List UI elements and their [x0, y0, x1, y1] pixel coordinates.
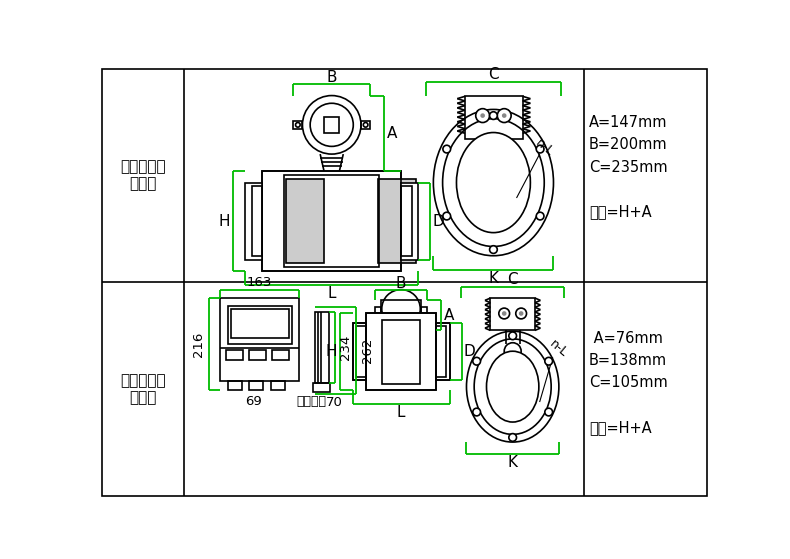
Text: n-L: n-L [533, 137, 557, 159]
Text: 234: 234 [339, 335, 352, 360]
Bar [250, 381, 263, 391]
Bar [285, 179, 324, 263]
Circle shape [476, 108, 490, 122]
Text: H: H [218, 214, 230, 229]
Circle shape [516, 308, 527, 319]
Bar [228, 381, 242, 391]
Bar [228, 306, 292, 344]
Bar [352, 323, 367, 381]
Bar [352, 323, 367, 381]
Bar [262, 171, 401, 271]
Bar [324, 117, 340, 132]
Ellipse shape [466, 331, 559, 442]
Bar [284, 175, 379, 267]
Circle shape [483, 149, 504, 170]
Circle shape [509, 434, 517, 441]
Text: A: A [386, 126, 397, 141]
Ellipse shape [457, 132, 530, 233]
Bar [435, 323, 450, 381]
Text: K: K [508, 454, 517, 470]
Circle shape [502, 311, 506, 316]
Text: 分体表头: 分体表头 [296, 395, 326, 408]
Circle shape [473, 408, 480, 416]
Text: 262: 262 [361, 338, 374, 363]
Circle shape [502, 113, 506, 118]
Bar [378, 179, 416, 263]
Text: A: A [443, 307, 454, 323]
Bar [382, 320, 420, 385]
Text: L: L [397, 405, 405, 420]
Bar [401, 187, 412, 255]
Bar [271, 381, 284, 391]
Bar [220, 298, 299, 381]
Circle shape [443, 212, 450, 220]
Polygon shape [320, 154, 344, 171]
Text: B: B [396, 276, 406, 291]
Bar [374, 307, 381, 314]
Ellipse shape [434, 110, 554, 255]
Text: 69: 69 [245, 395, 261, 408]
Bar [367, 314, 435, 391]
Text: 电磁流量计
分体型: 电磁流量计 分体型 [120, 373, 166, 405]
Bar [273, 350, 289, 359]
Circle shape [490, 112, 497, 120]
Bar [293, 121, 303, 129]
Text: 163: 163 [246, 276, 272, 289]
Bar [435, 323, 450, 381]
Text: L: L [328, 286, 336, 301]
Ellipse shape [487, 351, 539, 422]
Text: 电磁流量计
一体型: 电磁流量计 一体型 [120, 159, 166, 191]
Circle shape [536, 212, 544, 220]
Bar [367, 314, 435, 391]
Bar [491, 298, 535, 330]
Circle shape [509, 332, 517, 340]
Bar [246, 183, 262, 259]
Bar [356, 326, 367, 377]
Circle shape [498, 308, 510, 319]
Circle shape [480, 113, 485, 118]
Bar [435, 326, 446, 377]
Text: 70: 70 [326, 396, 343, 409]
Bar [231, 309, 288, 338]
Circle shape [443, 145, 450, 153]
Circle shape [504, 343, 521, 359]
Text: 216: 216 [192, 331, 205, 357]
Bar [262, 171, 401, 271]
Text: B: B [326, 69, 337, 84]
Circle shape [536, 145, 544, 153]
Text: n-L: n-L [547, 337, 570, 359]
Text: D: D [464, 344, 476, 359]
Bar [401, 183, 418, 259]
Bar [252, 187, 262, 255]
Bar [314, 312, 329, 383]
Text: D: D [432, 214, 444, 229]
Circle shape [490, 246, 497, 253]
Text: A=147mm
B=200mm
C=235mm

总高=H+A: A=147mm B=200mm C=235mm 总高=H+A [589, 115, 668, 219]
Text: K: K [488, 271, 498, 286]
Text: C: C [488, 67, 498, 82]
Text: C: C [507, 272, 518, 287]
Bar [381, 300, 421, 319]
Bar [361, 121, 371, 129]
Circle shape [519, 311, 524, 316]
Circle shape [545, 357, 552, 365]
Circle shape [473, 357, 480, 365]
Circle shape [545, 408, 552, 416]
Circle shape [497, 108, 511, 122]
Bar [421, 307, 427, 314]
Text: H: H [325, 344, 337, 359]
Bar [314, 383, 330, 392]
Bar [226, 350, 243, 359]
Text: A=76mm
B=138mm
C=105mm

总高=H+A: A=76mm B=138mm C=105mm 总高=H+A [589, 331, 668, 435]
Bar [465, 96, 523, 139]
Bar [250, 350, 266, 359]
